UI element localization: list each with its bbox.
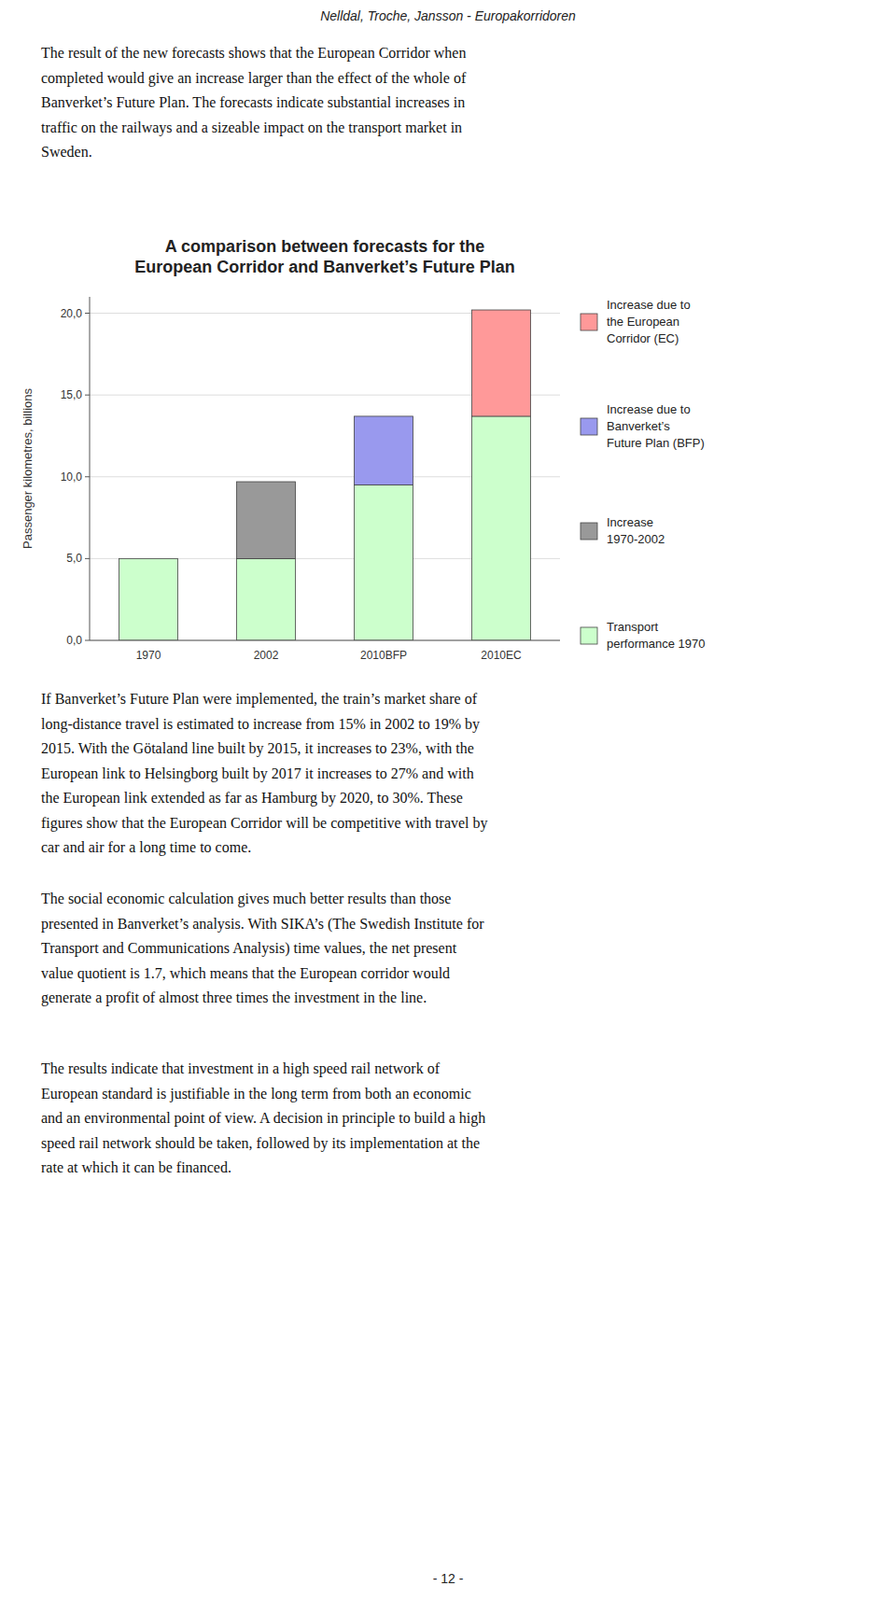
y-axis-label: Passenger kilometres, billions (20, 388, 35, 549)
y-tick (84, 394, 90, 396)
bar-segment (354, 416, 414, 486)
chart: A comparison between forecasts for theEu… (20, 237, 706, 662)
x-tick-label: 2010BFP (360, 648, 407, 662)
y-tick (84, 476, 90, 477)
bar-segment (237, 481, 296, 483)
x-tick-label: 2002 (253, 648, 280, 662)
legend-label: Increase1970-2002 (606, 515, 665, 546)
y-tick-label: 0,0 (66, 633, 83, 647)
legend-swatch (580, 627, 598, 644)
x-tick-label: 2010EC (480, 648, 522, 662)
legend-swatch (580, 313, 598, 331)
paragraph: The results indicate that investment in … (41, 1060, 486, 1176)
bar-segment (119, 558, 179, 641)
paragraph: The result of the new forecasts shows th… (41, 44, 467, 160)
chart-title: A comparison between forecasts for theEu… (134, 237, 515, 277)
bars (119, 309, 532, 641)
bar-segment (472, 309, 532, 417)
bar-segment (119, 558, 179, 560)
bar-segment (119, 558, 179, 560)
header: Nelldal, Troche, Jansson - Europakorrido… (320, 8, 576, 24)
bar-segment (472, 416, 532, 641)
bar-segment (237, 558, 296, 641)
paragraph: If Banverket’s Future Plan were implemen… (41, 690, 489, 856)
y-tick-label: 10,0 (60, 470, 84, 484)
y-axis-line (89, 296, 91, 641)
y-tick (84, 640, 90, 642)
y-tick-label: 5,0 (66, 551, 83, 565)
page: Nelldal, Troche, Jansson - Europakorrido… (0, 0, 896, 1600)
y-tick-label: 20,0 (60, 307, 84, 321)
bar-segment (354, 415, 414, 417)
legend-label: Transportperformance 1970 (606, 619, 706, 651)
legend-label: Increase due tothe EuropeanCorridor (EC) (606, 297, 691, 346)
legend-swatch (580, 418, 598, 435)
bar-segment (237, 481, 296, 483)
bar-segment (354, 485, 414, 641)
legend-label: Increase due toBanverket’sFuture Plan (B… (606, 402, 705, 450)
legend: Increase due tothe EuropeanCorridor (EC)… (580, 297, 706, 651)
paragraph: The social economic calculation gives mu… (41, 890, 485, 1007)
legend-swatch (580, 522, 598, 540)
x-tick-label: 1970 (136, 648, 162, 662)
grid-line (89, 640, 560, 642)
y-tick (84, 558, 90, 560)
bar-segment (119, 558, 179, 560)
page-number: - 12 - (433, 1570, 464, 1586)
x-axis-line (89, 640, 560, 642)
y-tick-label: 15,0 (60, 388, 84, 402)
bar-segment (237, 481, 296, 559)
y-tick (84, 312, 90, 314)
